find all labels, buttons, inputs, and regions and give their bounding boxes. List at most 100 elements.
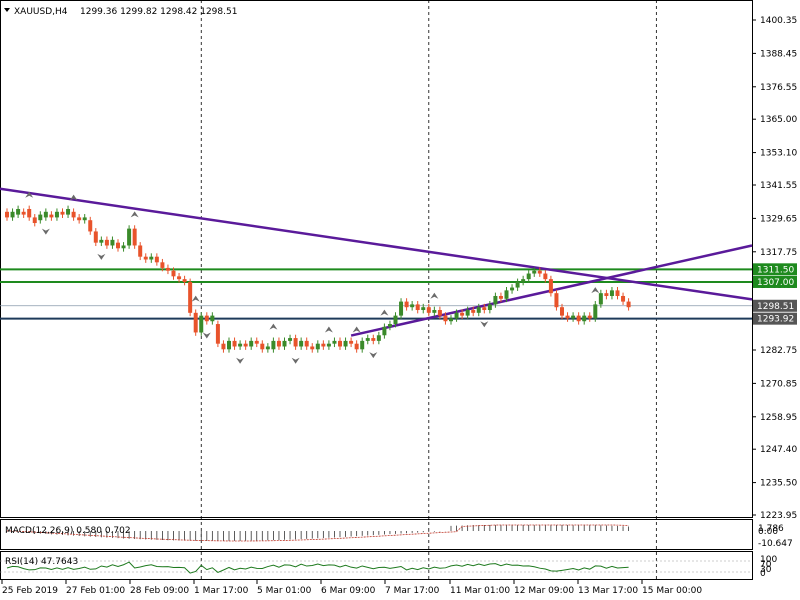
candle-body — [515, 281, 520, 288]
x-tick-label: 28 Feb 09:00 — [130, 586, 189, 596]
price-label-box — [753, 312, 797, 325]
candle-body — [493, 295, 498, 305]
candle-body — [510, 287, 515, 291]
candle-body — [476, 307, 481, 313]
fractal-down-icon — [41, 228, 50, 235]
candle-body — [421, 307, 426, 311]
candle-body — [487, 304, 492, 311]
y-tick-label: 1400.35 — [760, 16, 797, 26]
collapse-triangle-icon[interactable] — [4, 8, 10, 12]
price-label-text: 1311.50 — [757, 265, 794, 275]
candle-body — [315, 343, 320, 350]
candle-body — [99, 239, 104, 243]
candle-body — [110, 239, 115, 246]
candle-body — [460, 312, 465, 316]
candle-body — [321, 343, 326, 347]
candle-body — [199, 315, 204, 333]
candle-body — [371, 338, 376, 341]
candle-body — [249, 340, 254, 347]
candle-body — [454, 312, 459, 319]
fractal-up-icon — [191, 295, 200, 302]
candle-body — [437, 310, 442, 316]
candle-body — [504, 290, 509, 299]
x-tick-label: 13 Mar 17:00 — [578, 586, 638, 596]
rsi-axis-100: 100 — [760, 555, 777, 565]
candle-body — [360, 340, 365, 350]
x-tick-label: 25 Feb 2019 — [2, 586, 58, 596]
x-tick-label: 27 Feb 01:00 — [66, 586, 125, 596]
candle-body — [215, 324, 220, 344]
candle-body — [565, 315, 570, 319]
candle-body — [310, 346, 315, 350]
candle-body — [382, 326, 387, 336]
time-axis: 25 Feb 2019 27 Feb 01:00 28 Feb 09:00 1 Mar… — [1, 580, 702, 596]
candle-body — [582, 315, 587, 322]
macd-axis-top: 1.786 — [758, 524, 784, 534]
candle-body — [16, 208, 21, 215]
x-tick-label: 11 Mar 01:00 — [450, 586, 510, 596]
candle-body — [38, 214, 43, 221]
price-label-text: 1298.51 — [757, 302, 794, 312]
candle-body — [576, 315, 581, 322]
candle-body — [465, 310, 470, 316]
candle-body — [288, 338, 293, 341]
candle-body — [338, 340, 342, 347]
candle-body — [188, 281, 193, 313]
fractal-up-icon — [324, 326, 333, 333]
candles — [5, 205, 631, 353]
candle-body — [432, 310, 437, 313]
candle-body — [104, 239, 109, 246]
price-label-box — [753, 263, 797, 276]
candle-body — [116, 242, 120, 249]
candle-body — [238, 343, 243, 347]
fractal-down-icon — [97, 253, 106, 260]
candle-body — [71, 211, 76, 218]
candle-body — [537, 270, 542, 274]
macd-axis-bottom: -10.647 — [758, 539, 793, 549]
candle-body — [598, 293, 603, 305]
candle-body — [304, 340, 309, 347]
candle-body — [415, 304, 420, 311]
fractal-down-icon — [202, 332, 211, 339]
fractal-down-icon — [291, 357, 300, 364]
price-labels: 1311.50 1307.00 1298.51 1293.92 — [753, 263, 797, 325]
x-tick-label: 15 Mar 00:00 — [642, 586, 702, 596]
candle-body — [149, 256, 154, 260]
candle-body — [410, 304, 415, 308]
y-tick-label: 1317.75 — [760, 248, 797, 258]
macd-axis-zero: 0.00 — [758, 527, 778, 537]
fractal-down-icon — [480, 321, 489, 328]
price-label-text: 1293.92 — [757, 315, 794, 325]
candle-body — [82, 217, 87, 221]
candle-body — [276, 340, 281, 347]
candle-body — [221, 343, 226, 350]
y-tick-label: 1258.95 — [760, 413, 797, 423]
candle-body — [543, 273, 548, 280]
x-tick-label: 6 Mar 09:00 — [321, 586, 376, 596]
candle-body — [571, 315, 576, 319]
candle-body — [260, 343, 265, 350]
trendlines[interactable] — [0, 187, 753, 337]
fractal-down-icon — [236, 357, 245, 364]
candle-body — [5, 211, 9, 218]
candle-body — [365, 338, 370, 341]
y-tick-label: 1282.75 — [760, 346, 797, 356]
candle-body — [127, 228, 132, 246]
candle-body — [354, 343, 359, 350]
y-tick-label: 1223.95 — [760, 511, 797, 521]
x-tick-label: 5 Mar 01:00 — [257, 586, 312, 596]
candle-body — [66, 208, 71, 215]
candle-body — [132, 228, 137, 246]
macd-indicator — [6, 524, 629, 542]
y-tick-label: 1388.45 — [760, 49, 797, 59]
candle-body — [449, 318, 453, 322]
fractal-up-icon — [269, 323, 278, 330]
price-label-box — [753, 299, 797, 312]
candle-body — [143, 256, 148, 260]
candle-body — [526, 273, 531, 280]
x-tick-label: 7 Mar 17:00 — [385, 586, 440, 596]
fractal-up-icon — [69, 194, 78, 201]
candle-body — [254, 340, 259, 344]
candle-body — [160, 262, 165, 268]
